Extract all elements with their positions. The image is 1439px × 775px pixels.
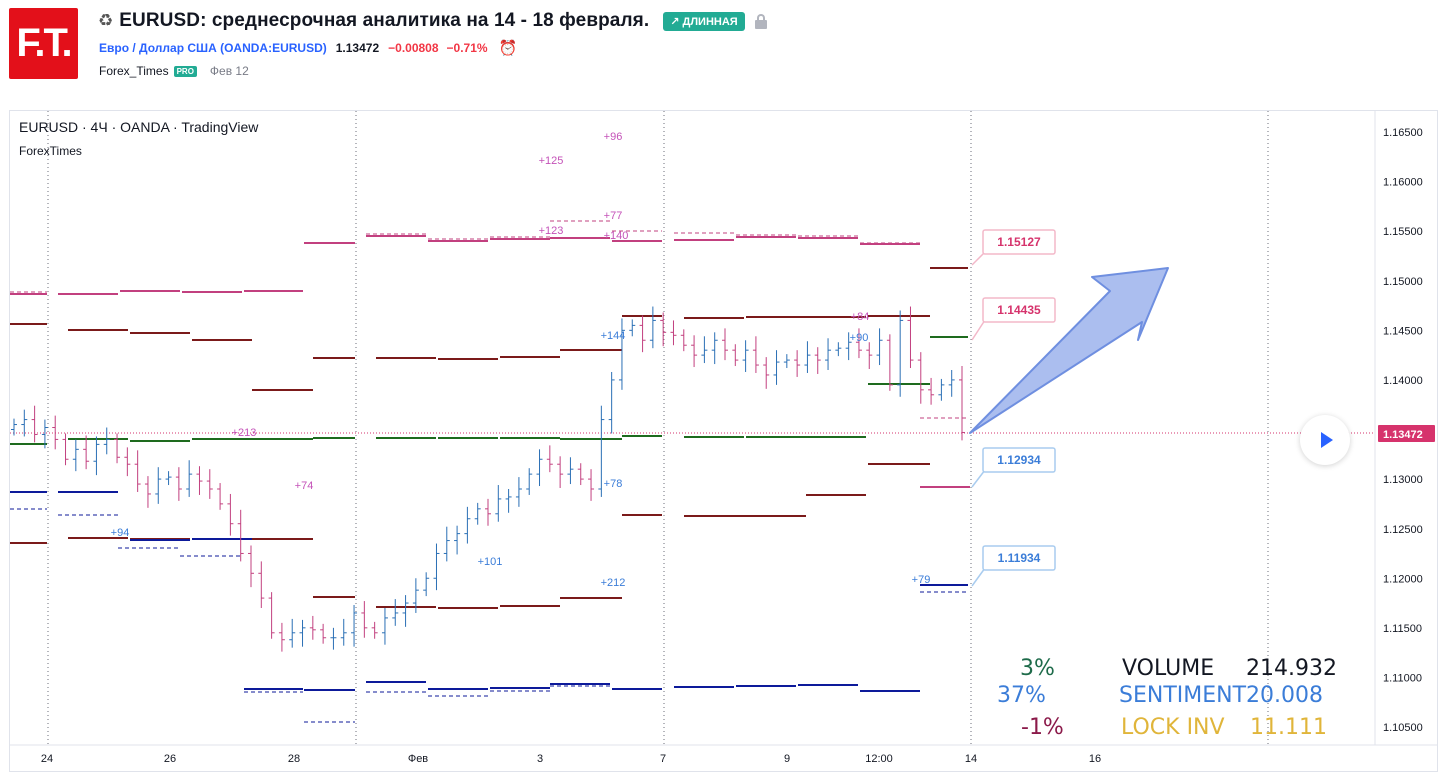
price-scale-label: 1.10500 [1383,722,1423,734]
time-scale-label: 9 [784,753,790,765]
time-scale-label: 12:00 [865,753,893,765]
lock-inv-value: 11.111 [1250,715,1327,740]
chart-frame[interactable] [9,110,1438,772]
price-scale-label: 1.11500 [1383,623,1422,635]
publish-date: Фев 12 [209,64,249,78]
pip-label: +78 [604,478,623,490]
price-callout-label: 1.11934 [998,551,1041,565]
play-button[interactable] [1300,415,1350,465]
sentiment-value: 20.008 [1246,683,1323,708]
price-callout-box [982,229,1056,255]
volume-label: VOLUME [1122,656,1215,681]
author-name[interactable]: Forex_Times [99,64,169,78]
pip-label: +213 [232,427,257,439]
symbol-link[interactable]: Евро / Доллар США (OANDA:EURUSD) [99,41,327,55]
pip-label: +96 [604,131,623,143]
price-callout-box [982,297,1056,323]
price-callout-box [982,545,1056,571]
callout-pointer [971,251,986,266]
price-change-percent: −0.71% [446,41,488,55]
callout-pointer [971,567,986,587]
stat-percent-3: -1% [1021,715,1064,740]
current-price-tag [1378,425,1435,442]
pip-label: +77 [604,210,623,222]
pip-label: +79 [912,574,931,586]
pip-label: +144 [601,330,626,342]
idea-title-row: ♻ EURUSD: среднесрочная аналитика на 14 … [98,10,767,32]
forecast-arrow [969,267,1169,434]
pro-badge: PRO [173,65,197,77]
price-scale-label: 1.14000 [1383,375,1423,387]
lock-inv-label: LOCK INV [1121,715,1225,740]
time-scale-label: 28 [288,753,300,765]
price-scale-label: 1.16000 [1383,177,1423,189]
time-scale-label: 7 [660,753,666,765]
price-scale-label: 1.12000 [1383,573,1423,585]
price-scale-label: 1.15500 [1383,226,1423,238]
forex-times-logo[interactable]: F.T. [9,8,78,79]
time-scale-label: Фев [408,753,428,765]
callout-pointer [971,469,986,488]
sentiment-label: SENTIMENT [1119,683,1247,708]
recycle-icon: ♻ [98,11,114,30]
volume-value: 214.932 [1246,656,1337,681]
long-badge: ↗ ДЛИННАЯ [663,11,745,31]
pip-label: +212 [601,577,626,589]
author-row: Forex_Times PRO Фев 12 [99,63,249,79]
time-scale-label: 3 [537,753,543,765]
pip-label: +125 [539,155,564,167]
play-icon [1321,432,1333,448]
price-scale-label: 1.16500 [1383,127,1423,139]
pip-label: +90 [850,332,869,344]
pip-label: +140 [604,230,629,242]
time-scale-label: 24 [41,753,53,765]
chart-author-label: ForexTimes [19,144,82,158]
symbol-row: Евро / Доллар США (OANDA:EURUSD) 1.13472… [99,40,518,57]
price-scale-label: 1.11000 [1383,673,1422,685]
price-change: −0.00808 [388,41,439,55]
alarm-clock-icon[interactable]: ⏰ [498,40,518,57]
lock-icon [754,14,767,29]
price-scale-label: 1.12500 [1383,524,1423,536]
last-price: 1.13472 [335,41,380,55]
pip-label: +74 [295,480,314,492]
price-scale-label: 1.14500 [1383,325,1423,337]
chart-symbol-info: EURUSD · 4Ч · OANDA · TradingView [19,119,259,135]
pip-label: +94 [111,527,130,539]
stat-percent-2: 37% [997,683,1046,708]
idea-title: EURUSD: среднесрочная аналитика на 14 - … [119,10,650,31]
time-scale-label: 26 [164,753,176,765]
stat-percent-1: 3% [1020,656,1055,681]
pip-label: +84 [851,311,870,323]
price-scale-label: 1.15000 [1383,276,1423,288]
pip-label: +123 [539,225,564,237]
price-callout-label: 1.12934 [997,453,1041,467]
price-callout-label: 1.15127 [997,235,1041,249]
price-callout-label: 1.14435 [997,303,1041,317]
price-scale-label: 1.13000 [1383,474,1423,486]
price-callout-box [982,447,1056,473]
callout-pointer [971,319,986,341]
time-scale-label: 14 [965,753,977,765]
current-price-tag-label: 1.13472 [1383,429,1423,441]
pip-label: +101 [478,556,503,568]
time-scale-label: 16 [1089,753,1101,765]
candles-group [11,306,965,652]
